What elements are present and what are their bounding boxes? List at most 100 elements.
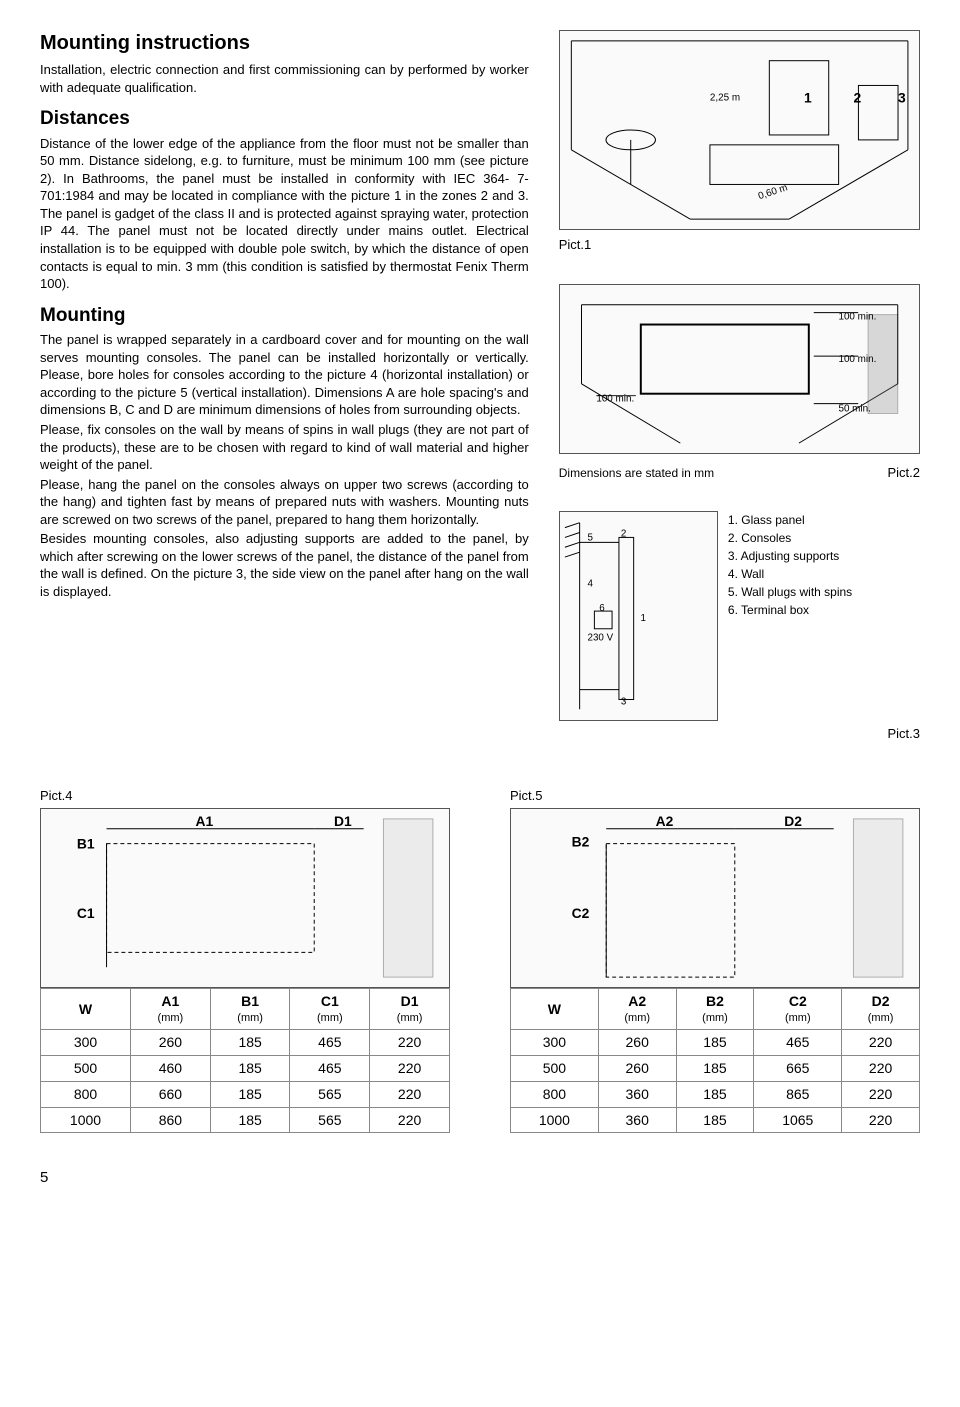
horizontal-mount-diagram-icon: A1 D1 B1 C1 [41, 809, 449, 987]
pict3-figure: 5 2 4 1 6 230 V 3 [559, 511, 718, 721]
svg-text:A2: A2 [656, 813, 674, 829]
title: Mounting instructions [40, 30, 529, 57]
main-layout: Mounting instructions Installation, elec… [40, 30, 920, 743]
distances-paragraph: Distance of the lower edge of the applia… [40, 135, 529, 293]
table-cell: 220 [370, 1055, 450, 1081]
vertical-mount-diagram-icon: A2 D2 B2 C2 [511, 809, 919, 987]
pict2-label: Pict.2 [887, 464, 920, 482]
table-cell: 185 [210, 1081, 290, 1107]
table-cell: 1000 [511, 1107, 599, 1133]
col-header: C2(mm) [754, 989, 842, 1030]
table-cell: 500 [511, 1055, 599, 1081]
pict3-legend: 1. Glass panel 2. Consoles 3. Adjusting … [728, 511, 920, 721]
svg-text:2,25 m: 2,25 m [710, 92, 740, 103]
table-cell: 660 [131, 1081, 211, 1107]
table-cell: 1000 [41, 1107, 131, 1133]
svg-text:B1: B1 [77, 836, 95, 852]
pict5-figure: A2 D2 B2 C2 [510, 808, 920, 988]
bottom-row: Pict.4 A1 D1 B1 C1 WA1(mm)B1(mm)C1(mm)D1… [40, 783, 920, 1134]
table-row: 300260185465220 [41, 1029, 450, 1055]
mounting-p2: Please, fix consoles on the wall by mean… [40, 421, 529, 474]
col-header: B1(mm) [210, 989, 290, 1030]
svg-text:C2: C2 [572, 905, 590, 921]
pict3-label: Pict.3 [559, 725, 920, 743]
table-row: 800660185565220 [41, 1081, 450, 1107]
svg-text:230 V: 230 V [587, 633, 613, 644]
table-cell: 260 [598, 1055, 676, 1081]
svg-text:6: 6 [599, 603, 605, 614]
svg-text:100 min.: 100 min. [838, 311, 876, 322]
clearance-diagram-icon: 100 min. 100 min. 100 min. 50 min. [560, 285, 919, 453]
col-header: A1(mm) [131, 989, 211, 1030]
col-header: D1(mm) [370, 989, 450, 1030]
table-row: 500460185465220 [41, 1055, 450, 1081]
svg-text:A1: A1 [196, 813, 214, 829]
svg-text:5: 5 [587, 532, 593, 543]
table-cell: 185 [676, 1029, 754, 1055]
table-cell: 465 [754, 1029, 842, 1055]
table-cell: 185 [210, 1107, 290, 1133]
mounting-p3: Please, hang the panel on the consoles a… [40, 476, 529, 529]
col-header: A2(mm) [598, 989, 676, 1030]
table4: WA1(mm)B1(mm)C1(mm)D1(mm)300260185465220… [40, 988, 450, 1133]
table-row: 10003601851065220 [511, 1107, 920, 1133]
table-cell: 300 [41, 1029, 131, 1055]
table-cell: 665 [754, 1055, 842, 1081]
table-cell: 185 [676, 1107, 754, 1133]
svg-text:D2: D2 [784, 813, 802, 829]
table-cell: 360 [598, 1081, 676, 1107]
table-cell: 465 [290, 1029, 370, 1055]
table-cell: 500 [41, 1055, 131, 1081]
svg-text:2: 2 [853, 89, 861, 105]
mounting-p4: Besides mounting consoles, also adjustin… [40, 530, 529, 600]
distances-heading: Distances [40, 106, 529, 132]
svg-text:1: 1 [804, 89, 812, 105]
legend-item-3: 3. Adjusting supports [728, 547, 920, 565]
pict2-caption-row: Dimensions are stated in mm Pict.2 [559, 460, 920, 482]
table-cell: 465 [290, 1055, 370, 1081]
bathroom-diagram-icon: 2,25 m 1 2 3 0,60 m [560, 31, 919, 229]
legend-item-4: 4. Wall [728, 565, 920, 583]
dim-note: Dimensions are stated in mm [559, 465, 714, 481]
table-cell: 220 [370, 1081, 450, 1107]
legend-item-2: 2. Consoles [728, 529, 920, 547]
pict1-label: Pict.1 [559, 236, 920, 254]
table-cell: 185 [676, 1081, 754, 1107]
svg-text:4: 4 [587, 579, 593, 590]
pict2-figure: 100 min. 100 min. 100 min. 50 min. [559, 284, 920, 454]
table-cell: 220 [370, 1029, 450, 1055]
col-header: C1(mm) [290, 989, 370, 1030]
legend-item-5: 5. Wall plugs with spins [728, 583, 920, 601]
table-row: 500260185665220 [511, 1055, 920, 1081]
svg-text:B2: B2 [572, 834, 590, 850]
legend-item-1: 1. Glass panel [728, 511, 920, 529]
mounting-p1: The panel is wrapped separately in a car… [40, 331, 529, 419]
table-row: 300260185465220 [511, 1029, 920, 1055]
table5: WA2(mm)B2(mm)C2(mm)D2(mm)300260185465220… [510, 988, 920, 1133]
right-column: 2,25 m 1 2 3 0,60 m Pict.1 100 min. 100 … [559, 30, 920, 743]
table-cell: 800 [511, 1081, 599, 1107]
svg-text:1: 1 [640, 613, 645, 624]
svg-text:50 min.: 50 min. [838, 403, 870, 414]
table-cell: 220 [842, 1055, 920, 1081]
table-cell: 185 [210, 1055, 290, 1081]
table-cell: 260 [598, 1029, 676, 1055]
table-cell: 800 [41, 1081, 131, 1107]
sideview-diagram-icon: 5 2 4 1 6 230 V 3 [560, 512, 717, 720]
table-cell: 360 [598, 1107, 676, 1133]
pict4-figure: A1 D1 B1 C1 [40, 808, 450, 988]
table-cell: 865 [754, 1081, 842, 1107]
col-header: D2(mm) [842, 989, 920, 1030]
pict4-block: Pict.4 A1 D1 B1 C1 WA1(mm)B1(mm)C1(mm)D1… [40, 783, 450, 1134]
svg-text:D1: D1 [334, 813, 352, 829]
table-cell: 260 [131, 1029, 211, 1055]
table-cell: 460 [131, 1055, 211, 1081]
table-cell: 300 [511, 1029, 599, 1055]
table-cell: 860 [131, 1107, 211, 1133]
pict4-label: Pict.4 [40, 787, 450, 805]
pict5-label: Pict.5 [510, 787, 920, 805]
table-cell: 185 [676, 1055, 754, 1081]
left-column: Mounting instructions Installation, elec… [40, 30, 529, 743]
col-header: B2(mm) [676, 989, 754, 1030]
intro-paragraph: Installation, electric connection and fi… [40, 61, 529, 96]
